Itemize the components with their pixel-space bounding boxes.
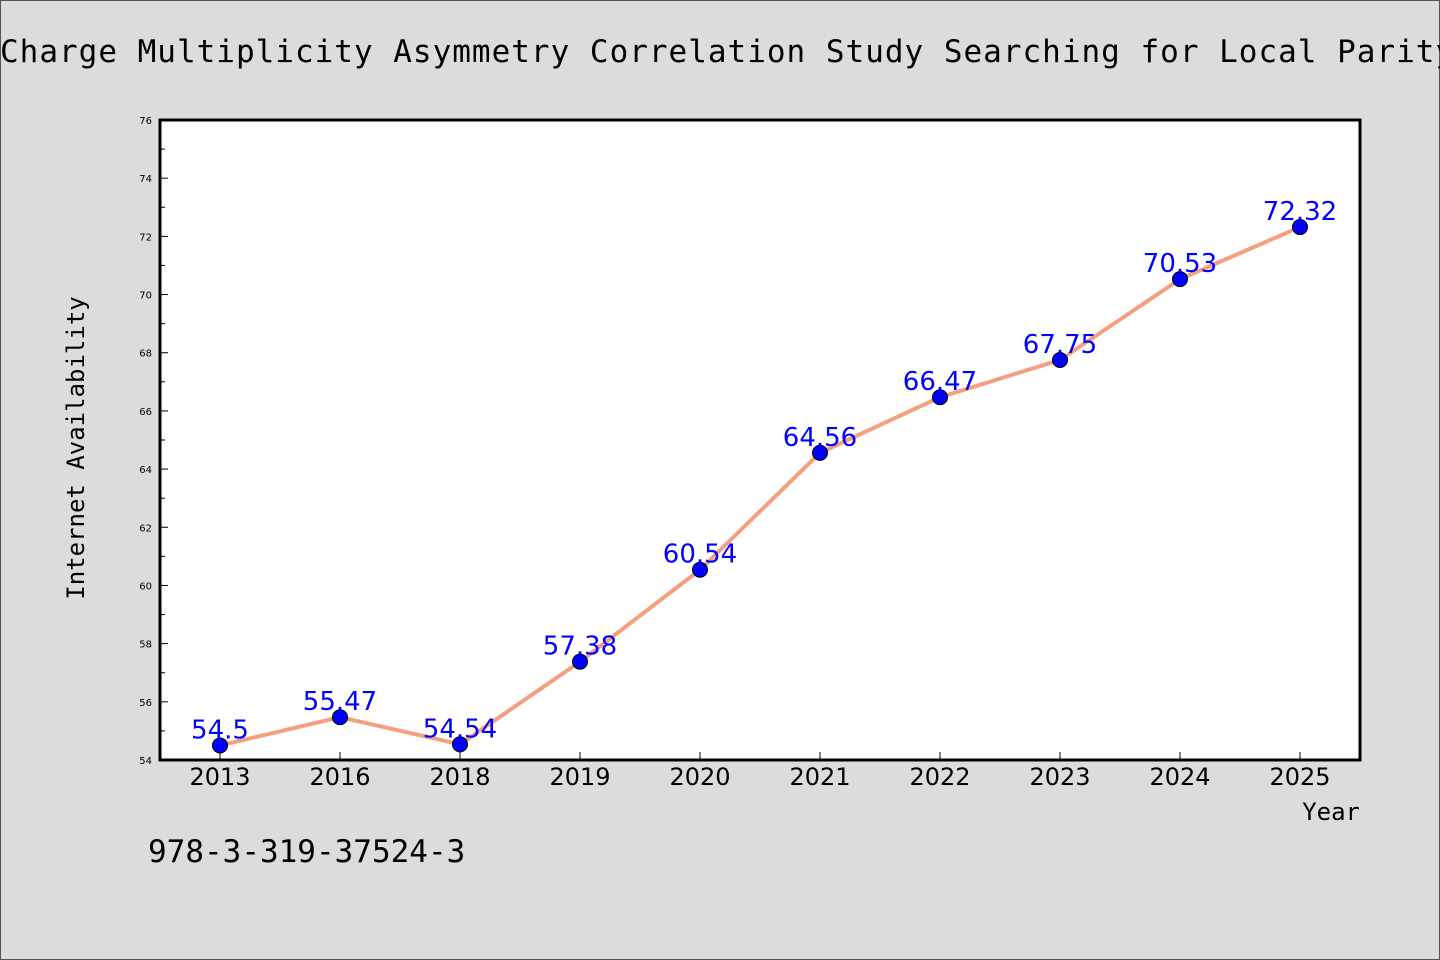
y-axis-ticks: 54 56 58 60 62 64 66 68 70 72 74 76 bbox=[139, 116, 168, 767]
data-label: 72.32 bbox=[1263, 197, 1337, 227]
y-tick-label: 72 bbox=[139, 232, 152, 243]
data-point bbox=[932, 389, 948, 406]
x-tick-label: 2013 bbox=[189, 763, 250, 791]
series-group: 54.5 55.47 54.54 57.38 60.54 64.56 66.47 67.75 7… bbox=[191, 197, 1337, 754]
data-point bbox=[332, 709, 348, 726]
x-tick-label: 2023 bbox=[1029, 763, 1090, 791]
y-axis-label: Internet Availability bbox=[62, 296, 90, 599]
data-point bbox=[692, 561, 708, 578]
y-tick-label: 68 bbox=[139, 349, 152, 360]
y-tick-label: 64 bbox=[139, 465, 152, 476]
data-label: 54.5 bbox=[191, 715, 249, 745]
x-tick-label: 2025 bbox=[1269, 763, 1330, 791]
data-label: 64.56 bbox=[783, 423, 857, 453]
data-label: 67.75 bbox=[1023, 330, 1097, 360]
y-tick-label: 74 bbox=[139, 174, 152, 185]
x-tick-label: 2016 bbox=[309, 763, 370, 791]
x-tick-label: 2019 bbox=[549, 763, 610, 791]
x-tick-label: 2020 bbox=[669, 763, 730, 791]
x-tick-label: 2018 bbox=[429, 763, 490, 791]
footer-code: 978-3-319-37524-3 bbox=[148, 834, 466, 870]
y-tick-label: 56 bbox=[139, 698, 152, 709]
y-tick-label: 70 bbox=[139, 291, 152, 302]
x-tick-label: 2024 bbox=[1149, 763, 1210, 791]
x-tick-label: 2022 bbox=[909, 763, 970, 791]
y-tick-label: 66 bbox=[139, 407, 152, 418]
y-tick-label: 62 bbox=[139, 523, 152, 534]
data-point bbox=[812, 444, 828, 461]
data-label: 70.53 bbox=[1143, 249, 1217, 279]
data-label: 66.47 bbox=[903, 367, 977, 397]
y-tick-label: 76 bbox=[139, 116, 152, 127]
x-axis-ticks: 2013 2016 2018 2019 2020 2021 2022 2023 2024 2025 bbox=[189, 752, 1331, 791]
y-tick-label: 54 bbox=[139, 756, 152, 767]
data-label: 57.38 bbox=[543, 632, 617, 662]
series-line bbox=[219, 225, 1301, 748]
data-point bbox=[1292, 219, 1308, 236]
data-point bbox=[1172, 271, 1188, 288]
plot-area bbox=[158, 118, 1362, 762]
y-tick-label: 60 bbox=[139, 581, 152, 592]
data-point bbox=[212, 737, 228, 754]
data-point bbox=[572, 653, 588, 670]
data-label: 54.54 bbox=[423, 714, 497, 744]
data-point bbox=[1052, 352, 1068, 368]
x-tick-label: 2021 bbox=[789, 763, 850, 791]
data-point bbox=[452, 736, 468, 753]
x-axis-label: Year bbox=[1302, 798, 1360, 826]
y-tick-label: 58 bbox=[139, 640, 152, 651]
chart-title: Charge Multiplicity Asymmetry Correlatio… bbox=[0, 34, 1440, 70]
data-label: 55.47 bbox=[303, 687, 377, 717]
data-label: 60.54 bbox=[663, 540, 737, 570]
